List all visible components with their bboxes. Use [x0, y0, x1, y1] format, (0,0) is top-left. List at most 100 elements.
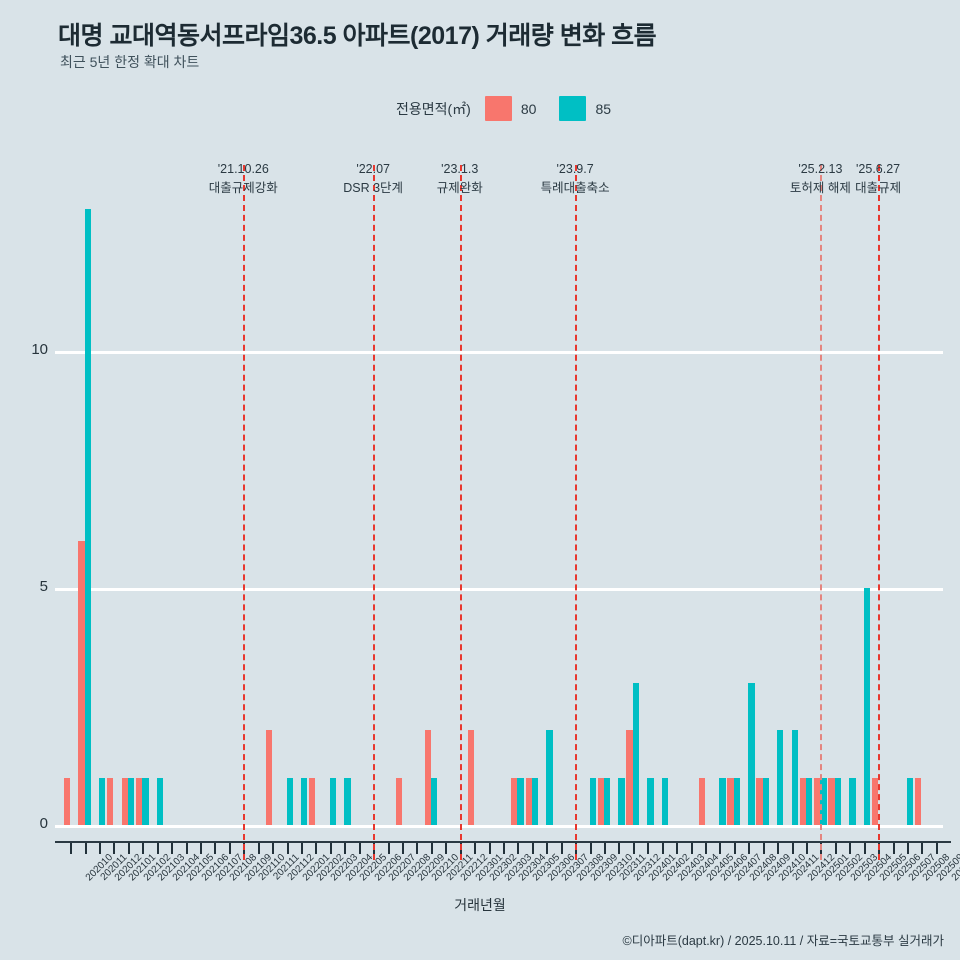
bar-202503-80[interactable] [828, 777, 835, 825]
gridline-5 [55, 588, 943, 591]
bar-202506-80[interactable] [871, 777, 879, 825]
bar-202406-80[interactable] [698, 777, 705, 825]
bar-202104-85[interactable] [156, 777, 164, 825]
event-label-202207: '22.07 DSR 3단계 [293, 160, 453, 199]
x-tick-202403 [661, 843, 664, 854]
bar-202211-85[interactable] [430, 777, 438, 825]
bar-202102-80[interactable] [121, 777, 128, 825]
bar-202305-80[interactable] [511, 777, 518, 825]
bar-202011-85[interactable] [84, 208, 91, 825]
bar-202403-85[interactable] [661, 777, 669, 825]
bar-202401-85[interactable] [632, 682, 640, 825]
bar-202401-80[interactable] [626, 730, 633, 825]
bar-202305-85[interactable] [517, 777, 524, 825]
bar-202407-85[interactable] [719, 777, 726, 825]
bar-202402-85[interactable] [647, 777, 654, 825]
x-tick-202106 [185, 843, 188, 854]
bar-202410-80[interactable] [756, 777, 763, 825]
x-tick-202510 [935, 843, 938, 854]
x-tick-202011 [84, 843, 87, 854]
bar-202010-80[interactable] [63, 777, 71, 825]
x-tick-202401 [632, 843, 635, 854]
x-tick-202108 [214, 843, 217, 854]
bar-202201-85[interactable] [286, 777, 293, 825]
legend-swatch-85 [559, 96, 587, 121]
bar-202501-85[interactable] [805, 777, 813, 825]
bar-202310-85[interactable] [589, 777, 596, 825]
bar-202504-85[interactable] [849, 777, 856, 825]
bar-202103-80[interactable] [135, 777, 143, 825]
x-tick-202012 [99, 843, 102, 854]
bar-202503-85[interactable] [834, 777, 842, 825]
bar-202306-80[interactable] [525, 777, 532, 825]
bar-202311-80[interactable] [597, 777, 604, 825]
x-tick-202310 [589, 843, 592, 854]
bar-202012-85[interactable] [99, 777, 106, 825]
event-date: '25.2.13 [798, 162, 843, 176]
x-axis-title: 거래년월 [454, 897, 506, 913]
event-name: 토허제 해제 [789, 181, 851, 196]
bar-202311-85[interactable] [603, 777, 611, 825]
x-tick-202208 [387, 843, 390, 854]
x-tick-202112 [272, 843, 275, 854]
bar-202306-85[interactable] [531, 777, 539, 825]
x-tick-202202 [301, 843, 304, 854]
event-line-202301 [459, 165, 462, 860]
x-tick-202101 [113, 843, 116, 854]
bar-202203-80[interactable] [309, 777, 316, 825]
legend-label-80: 80 [520, 100, 537, 117]
bar-202202-85[interactable] [301, 777, 308, 825]
legend-swatch-80 [484, 96, 512, 121]
bar-202508-85[interactable] [906, 777, 914, 825]
x-tick-202503 [834, 843, 837, 854]
bar-202011-80[interactable] [78, 540, 85, 825]
x-tick-202407 [719, 843, 722, 854]
event-date: '25.6.27 [856, 162, 901, 176]
bar-202502-80[interactable] [814, 777, 821, 825]
page-subtitle: 최근 5년 한정 확대 차트 [60, 54, 200, 70]
bar-202204-85[interactable] [329, 777, 337, 825]
bar-202509-80[interactable] [915, 777, 922, 825]
x-tick-202203 [315, 843, 318, 854]
event-name: 규제완화 [436, 181, 483, 196]
bar-202209-80[interactable] [395, 777, 402, 825]
footer-credit: ©디아파트(dapt.kr) / 2025.10.11 / 자료=국토교통부 실… [622, 934, 945, 948]
bar-202112-80[interactable] [265, 730, 273, 825]
bar-202312-85[interactable] [618, 777, 625, 825]
bar-202103-85[interactable] [142, 777, 149, 825]
bar-202501-80[interactable] [799, 777, 806, 825]
x-tick-202305 [517, 843, 520, 854]
event-name: 특례대출축소 [540, 181, 610, 196]
event-date: '22.07 [356, 162, 390, 176]
x-tick-202312 [618, 843, 621, 854]
bar-202307-85[interactable] [546, 730, 553, 825]
x-tick-202306 [531, 843, 534, 854]
x-tick-202205 [344, 843, 347, 854]
x-tick-202311 [603, 843, 606, 854]
bar-202408-80[interactable] [727, 777, 734, 825]
bar-202410-85[interactable] [762, 777, 770, 825]
bar-202408-85[interactable] [733, 777, 741, 825]
x-tick-202104 [156, 843, 159, 854]
bar-202102-85[interactable] [127, 777, 135, 825]
x-tick-202308 [560, 843, 563, 854]
bar-202302-80[interactable] [467, 730, 475, 825]
bar-202505-85[interactable] [863, 588, 870, 825]
x-tick-202105 [171, 843, 174, 854]
bar-202409-85[interactable] [748, 682, 755, 825]
bar-202205-85[interactable] [344, 777, 351, 825]
bar-202101-80[interactable] [107, 777, 114, 825]
legend-title: 전용면적(㎡) [396, 100, 471, 117]
event-name: 대출규제 [855, 181, 902, 196]
event-label-202506: '25.6.27 대출규제 [798, 160, 958, 199]
bar-202211-80[interactable] [424, 730, 431, 825]
x-tick-202103 [142, 843, 145, 854]
x-tick-202406 [704, 843, 707, 854]
bar-202411-85[interactable] [777, 730, 784, 825]
y-tick-label-5: 5 [39, 578, 48, 595]
x-tick-202505 [863, 843, 866, 854]
x-tick-202204 [329, 843, 332, 854]
bar-202412-85[interactable] [791, 730, 798, 825]
bar-202502-85[interactable] [820, 777, 827, 825]
event-label-202110: '21.10.26 대출규제강화 [163, 160, 323, 199]
